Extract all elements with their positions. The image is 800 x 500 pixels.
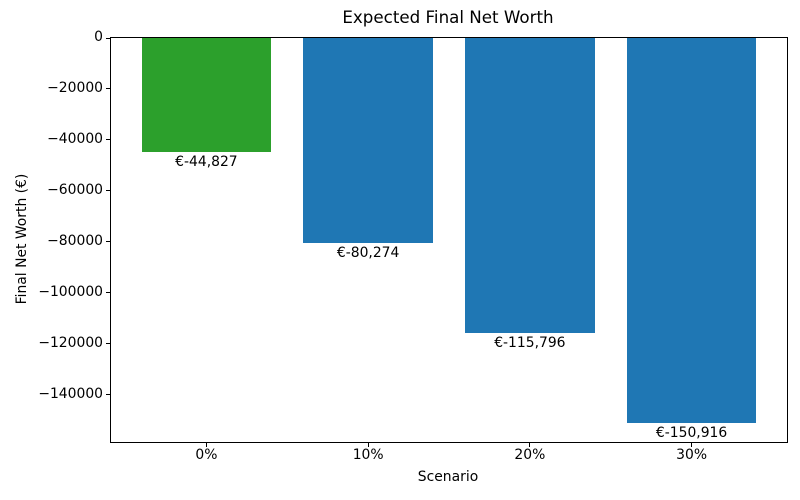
bar-value-label-30%: €-150,916 — [655, 424, 728, 441]
x-tick-label-10%: 10% — [352, 447, 384, 463]
bar-0% — [141, 38, 272, 153]
x-tick-label-30%: 30% — [676, 447, 708, 463]
y-tick-label-−40000: −40000 — [47, 131, 103, 148]
plot-area: €-44,827 0% €-80,274 10% €-115,796 20% €-150,9… — [38, 30, 788, 462]
bar-20% — [465, 38, 595, 334]
y-tick-mark-−60000 — [106, 190, 110, 192]
y-tick-mark-−40000 — [106, 139, 110, 141]
x-axis-label: Scenario — [417, 469, 479, 485]
bar-value-label-20%: €-115,796 — [494, 335, 566, 352]
y-tick-label-−120000: −120000 — [38, 334, 103, 351]
y-tick-label-0: 0 — [94, 29, 103, 46]
x-tick-mark-30% — [691, 443, 693, 447]
bar-value-label-0%: €-44,827 — [175, 154, 238, 171]
x-tick-label-0%: 0% — [195, 447, 218, 463]
bar-value-label-10%: €-80,274 — [336, 244, 400, 261]
y-tick-mark-−100000 — [106, 292, 110, 294]
y-tick-label-−80000: −80000 — [47, 233, 103, 249]
y-tick-mark-−140000 — [106, 394, 110, 396]
y-tick-mark-−20000 — [106, 88, 110, 90]
x-tick-mark-20% — [529, 443, 531, 447]
y-tick-mark-−80000 — [106, 241, 110, 243]
y-tick-label-−140000: −140000 — [38, 385, 103, 402]
chart-title: Expected Final Net Worth — [342, 7, 554, 27]
x-tick-label-20%: 20% — [514, 447, 546, 463]
y-tick-label-−100000: −100000 — [38, 284, 103, 300]
y-tick-label-−60000: −60000 — [47, 182, 103, 199]
y-tick-mark-0 — [106, 37, 110, 39]
y-tick-mark-−120000 — [106, 343, 110, 345]
x-tick-mark-0% — [205, 443, 207, 447]
x-tick-mark-10% — [367, 443, 369, 447]
bar-30% — [626, 38, 757, 423]
y-axis-label: Final Net Worth (€) — [14, 173, 30, 305]
y-tick-label-−20000: −20000 — [47, 80, 103, 97]
bar-10% — [303, 38, 433, 243]
